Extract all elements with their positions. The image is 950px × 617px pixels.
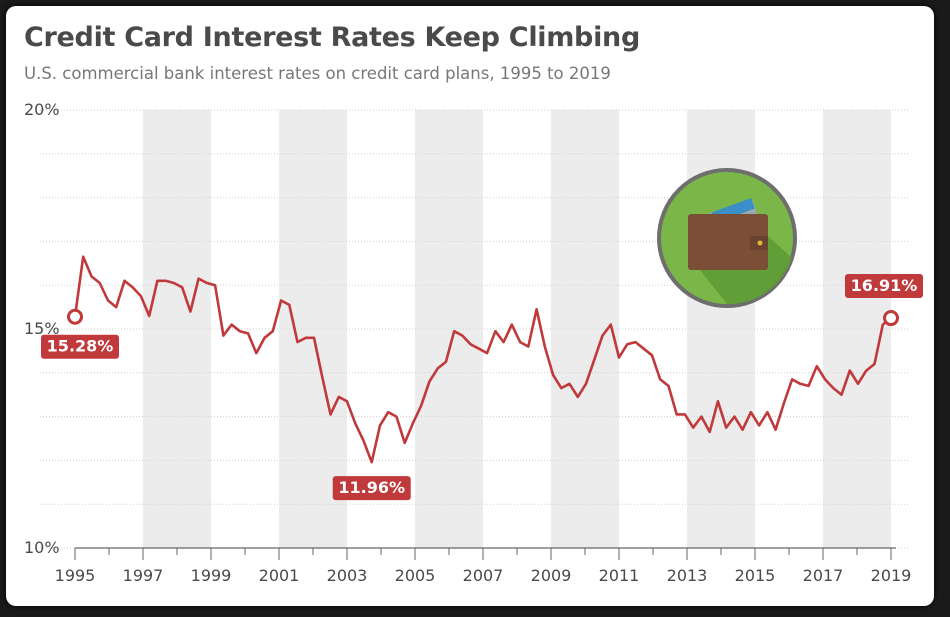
x-tick-label: 1995 — [55, 566, 96, 585]
x-tick-label: 2017 — [803, 566, 844, 585]
x-tick-label: 2005 — [395, 566, 436, 585]
x-tick-label: 1999 — [191, 566, 232, 585]
series-line — [73, 255, 892, 464]
x-tick-label: 2013 — [667, 566, 708, 585]
chart-title: Credit Card Interest Rates Keep Climbing — [24, 22, 640, 53]
annotation-box-0 — [41, 334, 119, 359]
x-tick-label: 2007 — [463, 566, 504, 585]
wallet-icon-shadow — [700, 236, 792, 305]
wallet-clasp-button — [757, 240, 763, 246]
annotation-box-2 — [845, 274, 923, 299]
y-tick-label: 20% — [24, 100, 60, 119]
annotation-marker-0 — [67, 308, 83, 325]
y-tick-label: 15% — [24, 319, 60, 338]
shaded-period-0 — [143, 110, 211, 548]
x-tick-label: 2011 — [599, 566, 640, 585]
annotation-marker-2 — [883, 310, 899, 327]
x-tick-label: 2001 — [259, 566, 300, 585]
x-tick-label: 2019 — [871, 566, 912, 585]
annotation-box-1 — [332, 476, 411, 501]
wallet-icon — [657, 168, 797, 308]
annotation-label-0: 15.28% — [47, 337, 114, 356]
x-tick-label: 2015 — [735, 566, 776, 585]
x-tick-label: 1997 — [123, 566, 164, 585]
x-tick-label: 2003 — [327, 566, 368, 585]
x-tick-label: 2009 — [531, 566, 572, 585]
chart-subtitle: U.S. commercial bank interest rates on c… — [24, 64, 611, 83]
annotation-label-1: 11.96% — [338, 478, 405, 497]
wallet-body — [688, 214, 768, 270]
annotation-label-2: 16.91% — [851, 276, 918, 295]
y-tick-label: 10% — [24, 538, 60, 557]
